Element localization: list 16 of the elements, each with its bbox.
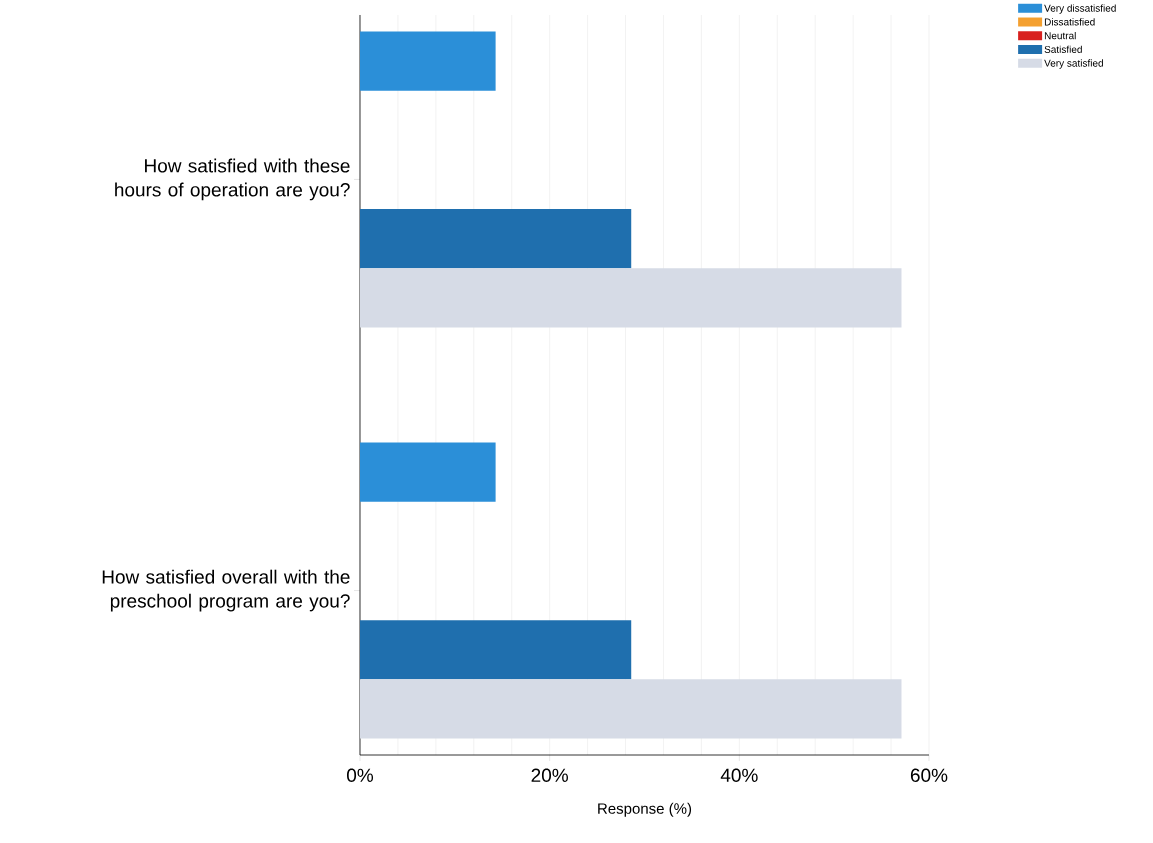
bar xyxy=(360,442,496,502)
x-tick-label: 40% xyxy=(720,768,758,782)
legend-label: Dissatisfied xyxy=(1044,18,1095,26)
bar xyxy=(360,209,632,269)
bar xyxy=(360,31,496,91)
x-axis-title: Response (%) xyxy=(598,802,692,817)
y-tick-label: How satisfied overall with the preschool program are you? xyxy=(102,569,350,612)
bar xyxy=(360,620,632,680)
y-tick-label: How satisfied with these hours of operation are you? xyxy=(115,158,350,201)
legend-label: Very dissatisfied xyxy=(1044,4,1116,14)
legend-label: Satisfied xyxy=(1044,45,1082,53)
legend-label: Neutral xyxy=(1044,31,1076,40)
legend-label: Very satisfied xyxy=(1044,59,1103,69)
x-tick-label: 0% xyxy=(347,768,374,782)
x-tick-label: 60% xyxy=(910,768,948,782)
x-tick-label: 20% xyxy=(531,768,568,782)
